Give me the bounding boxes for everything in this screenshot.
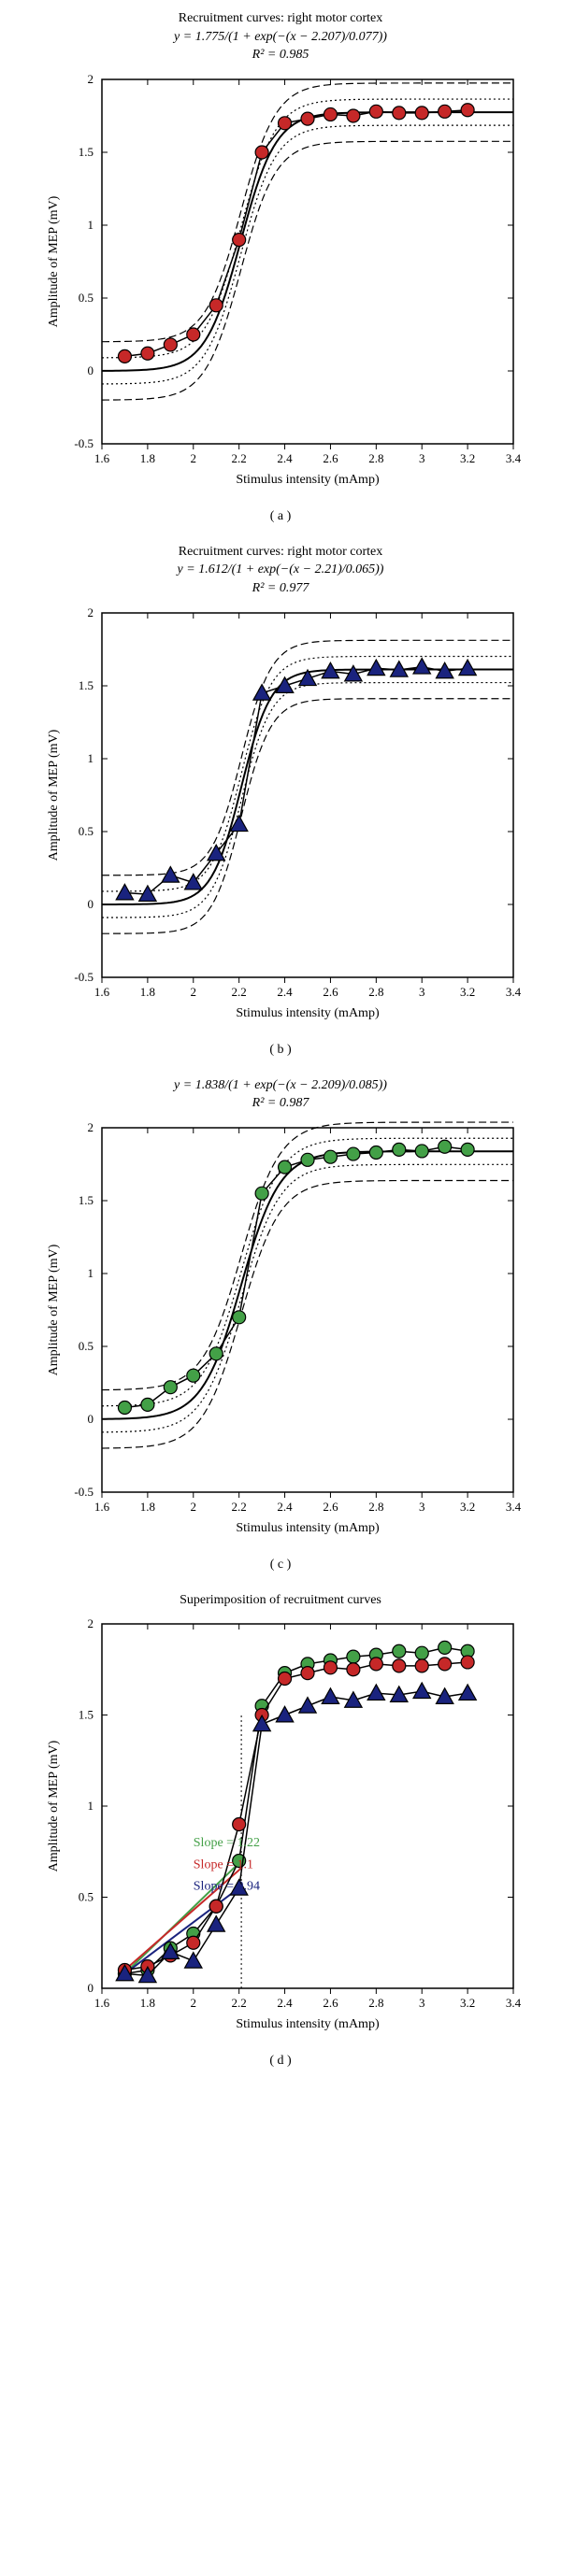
panel-equation: y = 1.612/(1 + exp(−(x − 2.21)/0.065)) [9, 561, 552, 579]
svg-text:3.4: 3.4 [506, 1996, 522, 2010]
svg-text:-0.5: -0.5 [74, 970, 94, 984]
svg-text:1.5: 1.5 [79, 145, 94, 159]
subplot-label: ( d ) [9, 2054, 552, 2069]
svg-text:0.5: 0.5 [79, 291, 94, 305]
svg-text:2.6: 2.6 [323, 1500, 338, 1514]
svg-text:3: 3 [419, 1996, 425, 2010]
svg-text:2.6: 2.6 [323, 451, 338, 465]
chart-svg-c: 1.6 1.8 2 2.2 2.4 2.6 2.8 3 3.2 3.4 -0.5 0 0.5 1 1.5 2 S… [29, 1118, 532, 1550]
panel-equation: y = 1.838/(1 + exp(−(x − 2.209)/0.085)) [9, 1076, 552, 1095]
svg-text:3.2: 3.2 [460, 451, 475, 465]
svg-text:2: 2 [191, 985, 197, 999]
svg-text:-0.5: -0.5 [74, 1485, 94, 1499]
svg-text:Amplitude of MEP (mV): Amplitude of MEP (mV) [47, 729, 61, 861]
svg-text:1.8: 1.8 [140, 1500, 155, 1514]
svg-text:3.2: 3.2 [460, 1500, 475, 1514]
svg-text:2.2: 2.2 [232, 985, 247, 999]
svg-text:0: 0 [88, 1981, 94, 1995]
svg-text:2.8: 2.8 [368, 1500, 383, 1514]
chart-panel-b: Recruitment curves: right motor cortexy … [9, 543, 552, 1058]
svg-text:1.5: 1.5 [79, 1193, 94, 1207]
svg-text:3: 3 [419, 985, 425, 999]
svg-text:1.6: 1.6 [94, 451, 110, 465]
subplot-label: ( c ) [9, 1558, 552, 1573]
chart-panel-c: y = 1.838/(1 + exp(−(x − 2.209)/0.085))R… [9, 1076, 552, 1573]
svg-text:2.4: 2.4 [277, 1996, 293, 2010]
svg-text:2: 2 [88, 1120, 94, 1134]
svg-text:2.4: 2.4 [277, 1500, 293, 1514]
svg-text:2.2: 2.2 [232, 1500, 247, 1514]
svg-text:Amplitude of MEP (mV): Amplitude of MEP (mV) [47, 195, 61, 327]
svg-text:2.6: 2.6 [323, 985, 338, 999]
svg-text:1: 1 [88, 1266, 94, 1280]
svg-text:3.2: 3.2 [460, 1996, 475, 2010]
subplot-label: ( a ) [9, 509, 552, 524]
svg-text:0.5: 0.5 [79, 1339, 94, 1353]
svg-text:3: 3 [419, 451, 425, 465]
svg-text:Amplitude of MEP (mV): Amplitude of MEP (mV) [47, 1244, 61, 1375]
svg-text:Stimulus intensity (mAmp): Stimulus intensity (mAmp) [236, 1521, 380, 1535]
svg-text:2: 2 [191, 1500, 197, 1514]
svg-text:Stimulus intensity (mAmp): Stimulus intensity (mAmp) [236, 1006, 380, 1020]
chart-svg-a: 1.6 1.8 2 2.2 2.4 2.6 2.8 3 3.2 3.4 -0.5 0 0.5 1 1.5 2 S… [29, 70, 532, 502]
svg-text:2: 2 [88, 72, 94, 86]
svg-text:2: 2 [88, 605, 94, 619]
svg-text:2: 2 [88, 1616, 94, 1630]
svg-text:1.5: 1.5 [79, 1708, 94, 1722]
svg-text:2.4: 2.4 [277, 451, 293, 465]
svg-text:0: 0 [88, 1412, 94, 1426]
svg-text:3.4: 3.4 [506, 451, 522, 465]
subplot-label: ( b ) [9, 1043, 552, 1058]
svg-text:3.4: 3.4 [506, 985, 522, 999]
svg-text:2.8: 2.8 [368, 1996, 383, 2010]
chart-svg-d: 1.6 1.8 2 2.2 2.4 2.6 2.8 3 3.2 3.4 0 0.5 1 1.5 2 Stimu… [29, 1615, 532, 2046]
chart-panel-a: Recruitment curves: right motor cortexy … [9, 9, 552, 524]
svg-text:3.2: 3.2 [460, 985, 475, 999]
svg-text:2.2: 2.2 [232, 451, 247, 465]
chart-panel-d: Superimposition of recruitment curves 1.6… [9, 1591, 552, 2070]
svg-text:Stimulus intensity (mAmp): Stimulus intensity (mAmp) [236, 473, 380, 487]
svg-text:2.4: 2.4 [277, 985, 293, 999]
svg-text:3.4: 3.4 [506, 1500, 522, 1514]
svg-text:Slope = 1.22: Slope = 1.22 [194, 1836, 260, 1850]
svg-text:2.2: 2.2 [232, 1996, 247, 2010]
svg-text:Slope = 1.1: Slope = 1.1 [194, 1858, 253, 1872]
svg-text:1.6: 1.6 [94, 985, 110, 999]
svg-text:1: 1 [88, 218, 94, 232]
svg-text:1.8: 1.8 [140, 451, 155, 465]
svg-text:Stimulus intensity (mAmp): Stimulus intensity (mAmp) [236, 2017, 380, 2031]
svg-text:1.6: 1.6 [94, 1996, 110, 2010]
svg-text:0: 0 [88, 897, 94, 911]
svg-text:1.8: 1.8 [140, 985, 155, 999]
panel-r2: R² = 0.977 [9, 579, 552, 598]
svg-text:3: 3 [419, 1500, 425, 1514]
svg-text:1: 1 [88, 1799, 94, 1813]
svg-text:-0.5: -0.5 [74, 436, 94, 450]
panel-title: Superimposition of recruitment curves [9, 1591, 552, 1610]
svg-text:1.5: 1.5 [79, 678, 94, 692]
panel-r2: R² = 0.985 [9, 46, 552, 64]
svg-text:1.6: 1.6 [94, 1500, 110, 1514]
svg-text:1.8: 1.8 [140, 1996, 155, 2010]
svg-text:0.5: 0.5 [79, 1890, 94, 1904]
panel-title: Recruitment curves: right motor cortex [9, 9, 552, 28]
svg-text:2: 2 [191, 451, 197, 465]
svg-text:Amplitude of MEP (mV): Amplitude of MEP (mV) [47, 1741, 61, 1872]
panel-r2: R² = 0.987 [9, 1094, 552, 1113]
svg-text:2.6: 2.6 [323, 1996, 338, 2010]
svg-text:0: 0 [88, 363, 94, 377]
svg-text:2.8: 2.8 [368, 451, 383, 465]
svg-text:1: 1 [88, 751, 94, 765]
svg-text:0.5: 0.5 [79, 824, 94, 838]
panel-title: Recruitment curves: right motor cortex [9, 543, 552, 562]
chart-svg-b: 1.6 1.8 2 2.2 2.4 2.6 2.8 3 3.2 3.4 -0.5 0 0.5 1 1.5 2 S… [29, 604, 532, 1035]
panel-equation: y = 1.775/(1 + exp(−(x − 2.207)/0.077)) [9, 28, 552, 47]
svg-text:2: 2 [191, 1996, 197, 2010]
svg-text:2.8: 2.8 [368, 985, 383, 999]
svg-text:Slope = 0.94: Slope = 0.94 [194, 1880, 260, 1894]
